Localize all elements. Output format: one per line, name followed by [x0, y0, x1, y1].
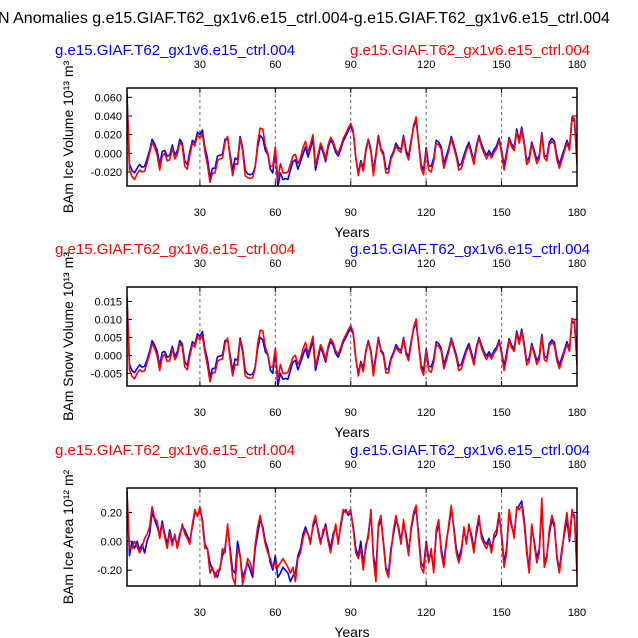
case-right-title: g.e15.GIAF.T62_gx1v6.e15_ctrl.004 [350, 42, 590, 59]
x-tick-label: 90 [345, 207, 357, 219]
case-right-title: g.e15.GIAF.T62_gx1v6.e15_ctrl.004 [350, 442, 590, 459]
x-tick-label: 120 [417, 207, 435, 219]
x-tick-label: 120 [417, 407, 435, 419]
series-line-red [127, 97, 577, 184]
x-tick-label-top: 30 [194, 59, 206, 71]
x-tick-label-top: 150 [492, 59, 510, 71]
y-tick-label: 0.00 [101, 536, 122, 548]
x-tick-label: 30 [194, 607, 206, 619]
case-left-title: g.e15.GIAF.T62_gx1v6.e15_ctrl.004 [55, 442, 295, 459]
x-tick-label-top: 180 [568, 59, 586, 71]
series-line-red [127, 299, 577, 383]
x-tick-label: 30 [194, 407, 206, 419]
x-axis-label: Years [334, 624, 369, 638]
x-tick-label-top: 150 [492, 459, 510, 471]
x-tick-label-top: 180 [568, 459, 586, 471]
x-tick-label-top: 150 [492, 258, 510, 270]
x-tick-label-top: 90 [345, 258, 357, 270]
y-tick-label: 0.000 [94, 350, 122, 362]
x-tick-label-top: 30 [194, 258, 206, 270]
y-tick-label: -0.20 [97, 565, 122, 577]
y-tick-label: -0.005 [91, 368, 122, 380]
y-tick-label: 0.060 [94, 92, 122, 104]
panel-ice-area: g.e15.GIAF.T62_gx1v6.e15_ctrl.004 g.e15.… [55, 442, 590, 638]
x-tick-label-top: 60 [269, 258, 281, 270]
x-tick-label: 90 [345, 407, 357, 419]
plot-frame [126, 87, 578, 187]
case-right-title: g.e15.GIAF.T62_gx1v6.e15_ctrl.004 [350, 241, 590, 258]
y-tick-label: 0.040 [94, 111, 122, 123]
x-tick-label: 150 [492, 407, 510, 419]
plot-frame [126, 286, 578, 387]
x-tick-label-top: 90 [345, 459, 357, 471]
y-axis-label: BAm Ice Area 10¹² m² [60, 469, 76, 604]
x-tick-label: 180 [568, 607, 586, 619]
x-tick-label: 180 [568, 407, 586, 419]
y-tick-label: 0.000 [94, 148, 122, 160]
x-tick-label: 60 [269, 607, 281, 619]
x-tick-label-top: 120 [417, 59, 435, 71]
x-axis-label: Years [334, 224, 369, 240]
panel-ice-volume: g.e15.GIAF.T62_gx1v6.e15_ctrl.004 g.e15.… [55, 42, 590, 240]
plot-frame [126, 487, 578, 587]
x-tick-label: 60 [269, 207, 281, 219]
x-axis-label: Years [334, 424, 369, 440]
x-tick-label-top: 180 [568, 258, 586, 270]
y-tick-label: 0.020 [94, 130, 122, 142]
main-title: N Anomalies g.e15.GIAF.T62_gx1v6.e15_ctr… [0, 10, 610, 27]
x-tick-label-top: 60 [269, 459, 281, 471]
x-tick-label-top: 120 [417, 258, 435, 270]
x-tick-label-top: 90 [345, 59, 357, 71]
y-axis-label: BAm Snow Volume 10¹³ m³ [60, 252, 76, 421]
series-line-red [127, 493, 577, 586]
x-tick-label: 90 [345, 607, 357, 619]
x-tick-label: 150 [492, 607, 510, 619]
x-tick-label-top: 30 [194, 459, 206, 471]
x-tick-label: 30 [194, 207, 206, 219]
y-tick-label: 0.005 [94, 332, 122, 344]
x-tick-label: 120 [417, 607, 435, 619]
y-tick-label: 0.015 [94, 296, 122, 308]
x-tick-label: 180 [568, 207, 586, 219]
case-left-title: g.e15.GIAF.T62_gx1v6.e15_ctrl.004 [55, 241, 295, 258]
x-tick-label-top: 60 [269, 59, 281, 71]
case-left-title: g.e15.GIAF.T62_gx1v6.e15_ctrl.004 [55, 42, 295, 59]
y-tick-label: 0.20 [101, 508, 122, 520]
panel-snow-volume: g.e15.GIAF.T62_gx1v6.e15_ctrl.004 g.e15.… [55, 241, 590, 440]
series-line-blue [127, 490, 577, 583]
x-tick-label: 150 [492, 207, 510, 219]
y-axis-label: BAm Ice Volume 10¹³ m³ [60, 60, 76, 213]
y-tick-label: -0.020 [91, 167, 122, 179]
y-tick-label: 0.010 [94, 314, 122, 326]
x-tick-label: 60 [269, 407, 281, 419]
x-tick-label-top: 120 [417, 459, 435, 471]
